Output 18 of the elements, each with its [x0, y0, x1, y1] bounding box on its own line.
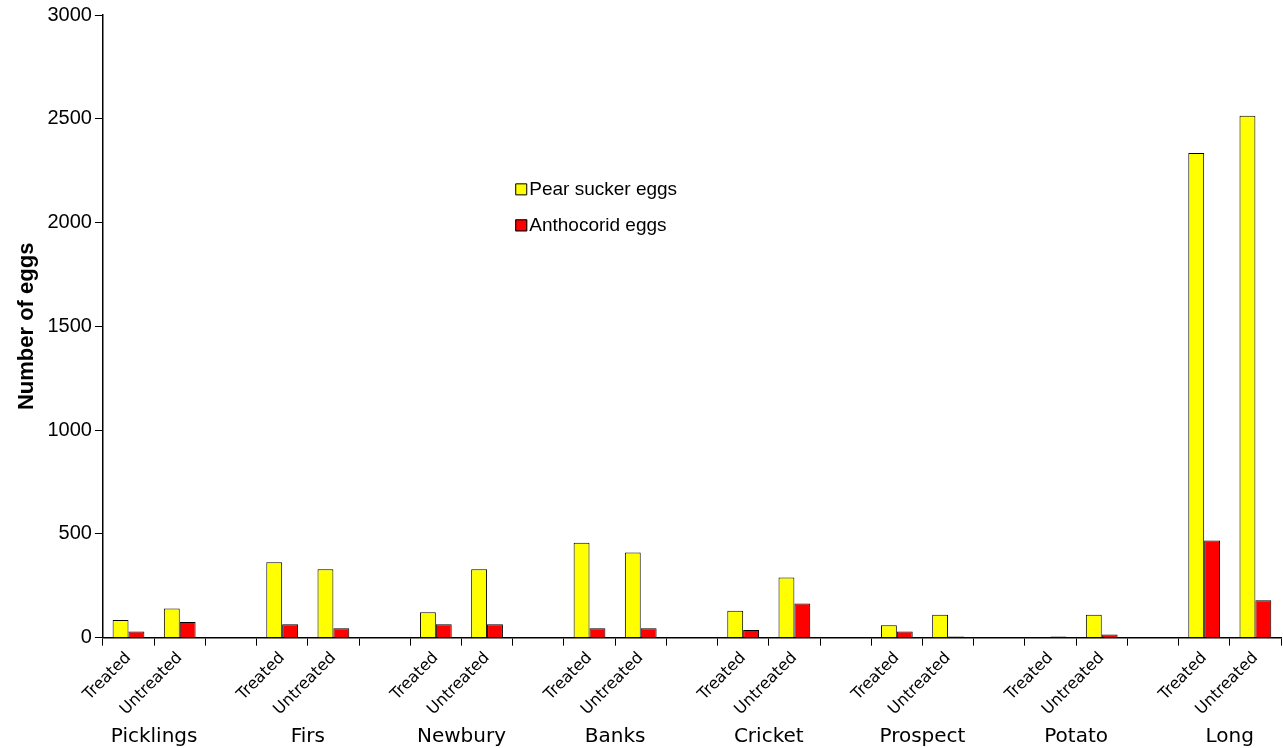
text: Potato	[1044, 723, 1108, 747]
text: Banks	[584, 723, 646, 747]
text: Cricket	[733, 723, 804, 747]
text: Picklings	[110, 723, 198, 747]
y-tick-label: 1500	[47, 313, 92, 336]
y-tick-label: 3000	[47, 2, 92, 25]
y-tick-label: 2500	[47, 106, 92, 129]
y-axis-title: Number of eggs	[13, 242, 39, 411]
text: Prospect	[879, 723, 966, 747]
y-tick-label: 500	[58, 521, 92, 544]
y-tick-label: 0	[80, 625, 92, 648]
y-tick-label: 1000	[47, 417, 92, 440]
legend-label: Pear sucker eggs	[529, 177, 678, 199]
text: Long	[1205, 723, 1254, 747]
y-tick-label: 2000	[47, 210, 92, 233]
legend-label: Anthocorid eggs	[529, 213, 667, 235]
text: Firs	[290, 723, 325, 747]
text: Newbury	[416, 723, 507, 747]
